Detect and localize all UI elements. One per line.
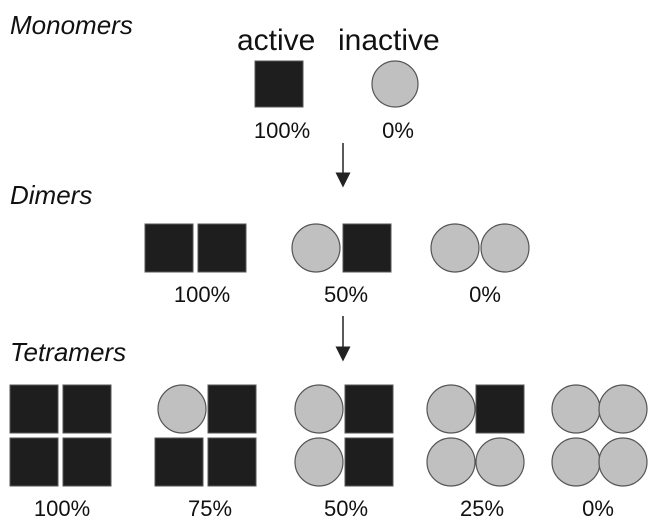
- active-unit: [342, 223, 392, 273]
- section-title: Tetramers: [10, 337, 126, 367]
- percent-label: 0%: [582, 496, 614, 521]
- inactive-unit: [480, 223, 530, 273]
- tetramer-50: [294, 384, 394, 487]
- percent-label: 0%: [469, 282, 501, 307]
- active-unit: [144, 223, 194, 273]
- percent-label: 0%: [382, 118, 414, 143]
- section-title: Dimers: [10, 180, 92, 210]
- tetramer-25: [426, 384, 525, 487]
- percent-label: 100%: [174, 282, 230, 307]
- tetramer-100: [9, 384, 112, 487]
- percent-label: 50%: [324, 496, 368, 521]
- tetramer-0: [551, 384, 648, 487]
- percent-label: 25%: [460, 496, 504, 521]
- tetramer-75: [154, 384, 257, 487]
- percent-label: 75%: [188, 496, 232, 521]
- active-unit: [254, 60, 304, 108]
- header: inactive: [338, 24, 440, 57]
- percent-label: 100%: [254, 118, 310, 143]
- inactive-unit: [371, 60, 419, 108]
- section-title: Monomers: [10, 10, 133, 40]
- percent-label: 100%: [34, 496, 90, 521]
- inactive-unit: [430, 223, 480, 273]
- percent-label: 50%: [324, 282, 368, 307]
- active-unit: [197, 223, 247, 273]
- inactive-unit: [291, 223, 341, 273]
- header: active: [237, 24, 315, 57]
